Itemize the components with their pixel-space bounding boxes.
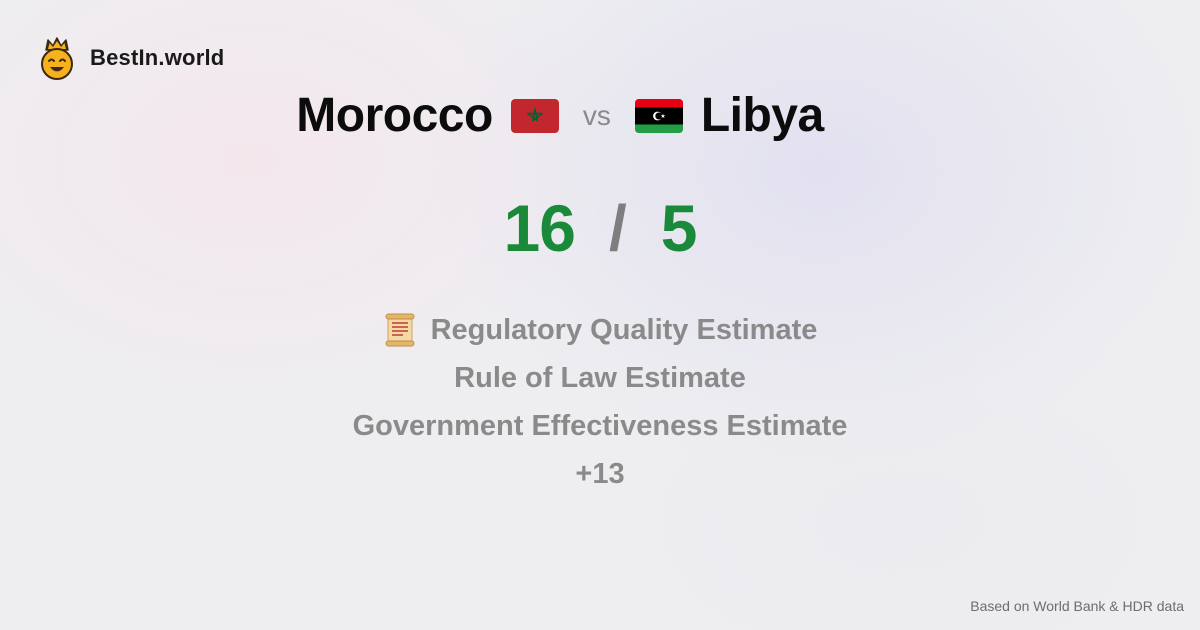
metric-item-government-effectiveness[interactable]: Government Effectiveness Estimate: [353, 408, 848, 444]
metric-item-rule-of-law[interactable]: Rule of Law Estimate: [454, 360, 746, 396]
score-separator: /: [608, 192, 627, 264]
metric-item-regulatory-quality[interactable]: Regulatory Quality Estimate: [383, 312, 818, 348]
right-score: 5: [660, 191, 698, 265]
libya-flag-icon: [634, 98, 683, 133]
brand-header[interactable]: BestIn.world: [38, 36, 224, 80]
crown-smiley-icon: [41, 37, 73, 80]
more-metrics-count[interactable]: +13: [575, 456, 624, 492]
metrics-list: Regulatory Quality Estimate Rule of Law …: [0, 312, 1200, 492]
right-country-name[interactable]: Libya: [700, 89, 824, 142]
morocco-flag-icon: [510, 98, 559, 133]
left-score: 16: [503, 191, 576, 265]
comparison-title: Morocco vs Libya: [0, 88, 1160, 143]
scroll-icon: [385, 313, 415, 347]
more-metrics-label: +13: [575, 458, 625, 490]
brand-name: BestIn.world: [90, 45, 225, 70]
metric-label: Rule of Law Estimate: [454, 362, 746, 394]
vs-label: vs: [582, 99, 611, 131]
metric-label: Government Effectiveness Estimate: [352, 410, 848, 442]
left-country-name[interactable]: Morocco: [296, 89, 493, 142]
data-source-note: Based on World Bank & HDR data: [970, 598, 1184, 614]
score-row: 16 / 5: [0, 190, 1200, 266]
metric-label: Regulatory Quality Estimate: [430, 314, 818, 346]
